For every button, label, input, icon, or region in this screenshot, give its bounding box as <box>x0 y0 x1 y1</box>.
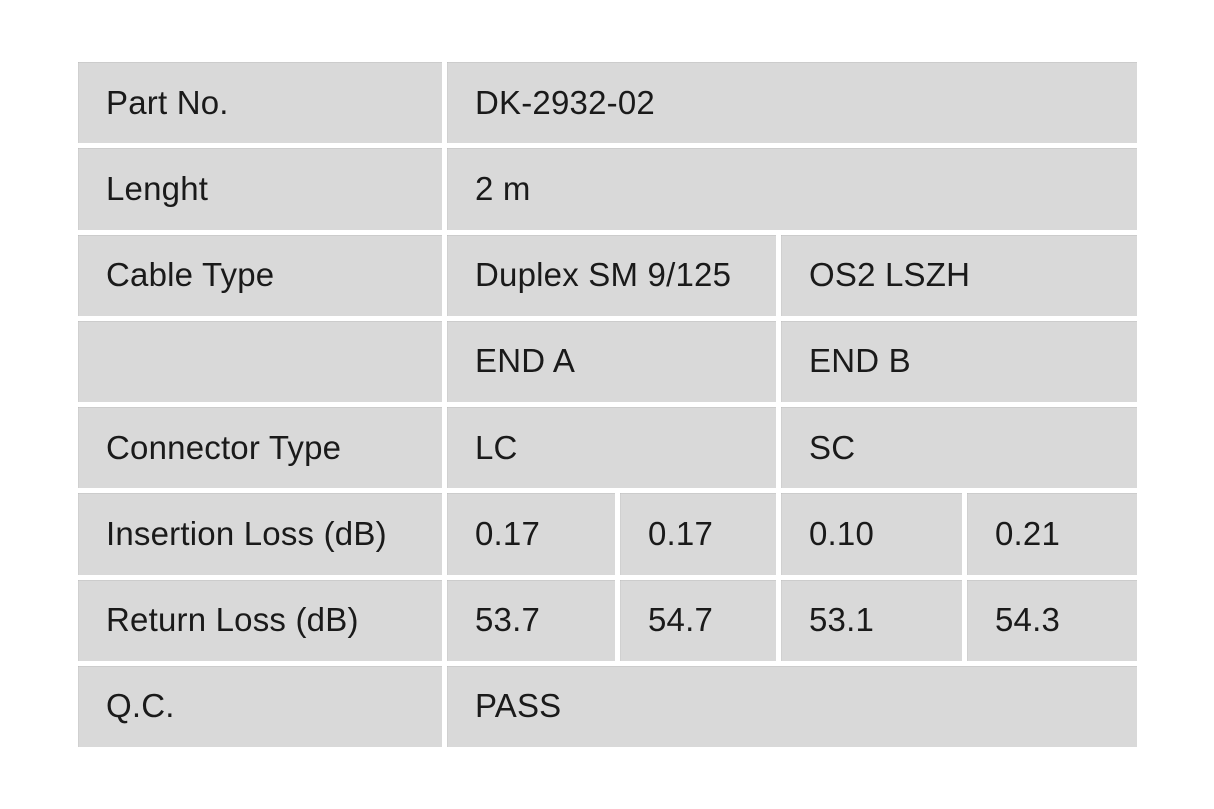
return-loss-label: Return Loss (dB) <box>78 579 442 661</box>
cable-type-value-a: Duplex SM 9/125 <box>447 234 776 316</box>
end-a-header: END A <box>447 320 776 402</box>
insertion-loss-value-1: 0.17 <box>447 493 615 575</box>
length-value: 2 m <box>447 148 1137 230</box>
return-loss-value-2: 54.7 <box>620 579 776 661</box>
length-label: Lenght <box>78 148 442 230</box>
connector-type-value-b: SC <box>781 407 1137 489</box>
insertion-loss-label: Insertion Loss (dB) <box>78 493 442 575</box>
part-no-value: DK-2932-02 <box>447 62 1137 144</box>
end-b-header: END B <box>781 320 1137 402</box>
qc-label: Q.C. <box>78 665 442 747</box>
return-loss-value-1: 53.7 <box>447 579 615 661</box>
connector-type-label: Connector Type <box>78 407 442 489</box>
cable-type-value-b: OS2 LSZH <box>781 234 1137 316</box>
qc-value: PASS <box>447 665 1137 747</box>
insertion-loss-value-3: 0.10 <box>781 493 962 575</box>
insertion-loss-value-4: 0.21 <box>967 493 1137 575</box>
spec-table: Part No. DK-2932-02 Lenght 2 m Cable Typ… <box>78 62 1137 747</box>
insertion-loss-value-2: 0.17 <box>620 493 776 575</box>
ends-empty-label <box>78 320 442 402</box>
return-loss-value-4: 54.3 <box>967 579 1137 661</box>
part-no-label: Part No. <box>78 62 442 144</box>
return-loss-value-3: 53.1 <box>781 579 962 661</box>
connector-type-value-a: LC <box>447 407 776 489</box>
cable-type-label: Cable Type <box>78 234 442 316</box>
